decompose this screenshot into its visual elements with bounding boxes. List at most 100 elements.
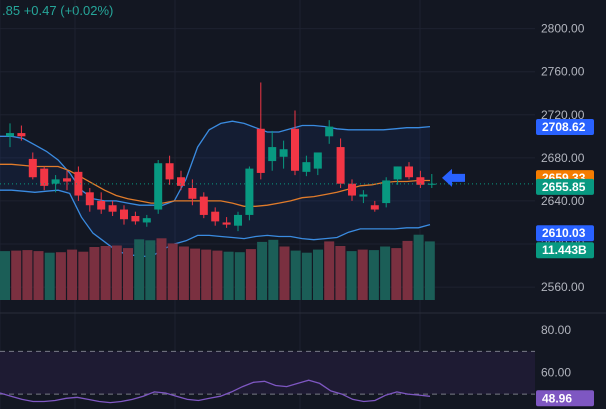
candle-7[interactable]: [85, 188, 94, 212]
candle-23[interactable]: [268, 130, 277, 171]
candle-37[interactable]: [427, 174, 436, 188]
candle-body-22[interactable]: [256, 128, 265, 173]
candle-body-30[interactable]: [348, 183, 356, 196]
candle-4[interactable]: [51, 175, 60, 193]
candle-body-23[interactable]: [268, 147, 277, 162]
volume-bar-1: [11, 250, 22, 300]
candle-30[interactable]: [348, 179, 356, 201]
lower-band-tag-bg: [536, 225, 594, 242]
candle-body-25[interactable]: [291, 128, 299, 171]
candle-body-6[interactable]: [74, 171, 83, 196]
candle-19[interactable]: [222, 217, 231, 228]
rsi-tick-label-0: 80.00: [541, 323, 571, 337]
candle-body-4[interactable]: [51, 179, 60, 184]
rsi-last-tag-text: 48.96: [542, 391, 572, 405]
candle-25[interactable]: [291, 110, 299, 176]
candle-body-26[interactable]: [302, 162, 311, 172]
volume-bar-26: [290, 250, 301, 300]
candle-body-2[interactable]: [28, 158, 37, 178]
volume-bar-17: [190, 248, 201, 300]
candle-34[interactable]: [393, 166, 402, 185]
candle-31[interactable]: [359, 190, 368, 204]
candle-body-24[interactable]: [279, 149, 288, 157]
candle-24[interactable]: [279, 140, 288, 169]
candle-18[interactable]: [211, 207, 220, 226]
candle-15[interactable]: [177, 170, 185, 191]
volume-bar-37: [413, 234, 424, 300]
candle-5[interactable]: [63, 170, 71, 191]
price-axis[interactable]: 2800.002760.002720.002680.002640.002600.…: [541, 22, 585, 380]
candle-body-20[interactable]: [234, 214, 242, 226]
candle-26[interactable]: [302, 155, 311, 177]
candle-12[interactable]: [142, 214, 151, 227]
candle-14[interactable]: [165, 155, 174, 185]
candle-22[interactable]: [256, 82, 265, 180]
rsi-last-tag: 48.96: [536, 390, 594, 407]
candle-9[interactable]: [108, 200, 117, 216]
candle-17[interactable]: [199, 192, 208, 219]
candle-body-32[interactable]: [370, 205, 379, 210]
candle-body-21[interactable]: [245, 168, 254, 215]
candle-body-10[interactable]: [120, 209, 128, 220]
upper-band-tag-text: 2708.62: [542, 120, 586, 134]
candle-body-12[interactable]: [142, 218, 151, 223]
candle-body-11[interactable]: [131, 216, 140, 222]
candle-body-37[interactable]: [427, 183, 436, 185]
candle-body-15[interactable]: [177, 177, 185, 186]
candle-3[interactable]: [40, 166, 49, 191]
candle-29[interactable]: [336, 138, 345, 188]
candle-body-3[interactable]: [40, 168, 49, 186]
volume-bar-22: [245, 249, 256, 300]
candle-body-29[interactable]: [336, 147, 345, 184]
candle-32[interactable]: [370, 200, 379, 212]
candle-body-13[interactable]: [154, 163, 163, 210]
change-percent: (+0.02%): [60, 3, 114, 18]
candle-36[interactable]: [416, 170, 425, 188]
candle-10[interactable]: [120, 205, 128, 225]
lower-band-tag: 2610.03: [536, 225, 594, 242]
candle-body-33[interactable]: [382, 180, 391, 204]
candle-6[interactable]: [74, 166, 83, 201]
candle-body-28[interactable]: [325, 126, 334, 137]
candle-20[interactable]: [234, 211, 242, 232]
volume-bar-19: [212, 250, 223, 300]
volume-bar-14: [156, 238, 167, 300]
candle-0[interactable]: [6, 123, 14, 148]
candle-body-31[interactable]: [359, 194, 368, 197]
volume-bar-20: [223, 251, 234, 300]
last-price-tag: 2655.85: [536, 178, 594, 195]
candle-11[interactable]: [131, 211, 140, 225]
last-price-tag-bg: [536, 178, 594, 195]
candle-1[interactable]: [17, 125, 26, 141]
candle-body-35[interactable]: [405, 166, 413, 178]
volume-bar-8: [89, 247, 100, 300]
candle-body-18[interactable]: [211, 211, 220, 222]
candle-body-8[interactable]: [97, 200, 106, 210]
volume-bar-27: [301, 252, 312, 300]
candle-body-5[interactable]: [63, 178, 71, 182]
candle-body-16[interactable]: [188, 188, 197, 199]
candle-body-19[interactable]: [222, 222, 231, 225]
candle-body-17[interactable]: [199, 196, 208, 215]
candle-body-34[interactable]: [393, 166, 402, 180]
candle-33[interactable]: [382, 177, 391, 208]
candle-body-0[interactable]: [6, 133, 14, 137]
candle-body-7[interactable]: [85, 192, 94, 206]
candle-28[interactable]: [325, 120, 334, 144]
candle-body-1[interactable]: [17, 133, 26, 137]
candle-body-14[interactable]: [165, 163, 174, 180]
candle-21[interactable]: [245, 166, 254, 221]
rsi-tick-label-1: 60.00: [541, 366, 571, 380]
candle-2[interactable]: [28, 152, 37, 180]
candle-body-27[interactable]: [313, 152, 322, 169]
volume-bar-6: [67, 249, 78, 300]
candle-body-36[interactable]: [416, 177, 425, 185]
candle-13[interactable]: [154, 160, 163, 214]
candle-35[interactable]: [405, 162, 413, 180]
candle-27[interactable]: [313, 152, 322, 176]
candle-8[interactable]: [97, 192, 106, 214]
candles[interactable]: [6, 82, 436, 232]
candle-body-9[interactable]: [108, 205, 117, 212]
